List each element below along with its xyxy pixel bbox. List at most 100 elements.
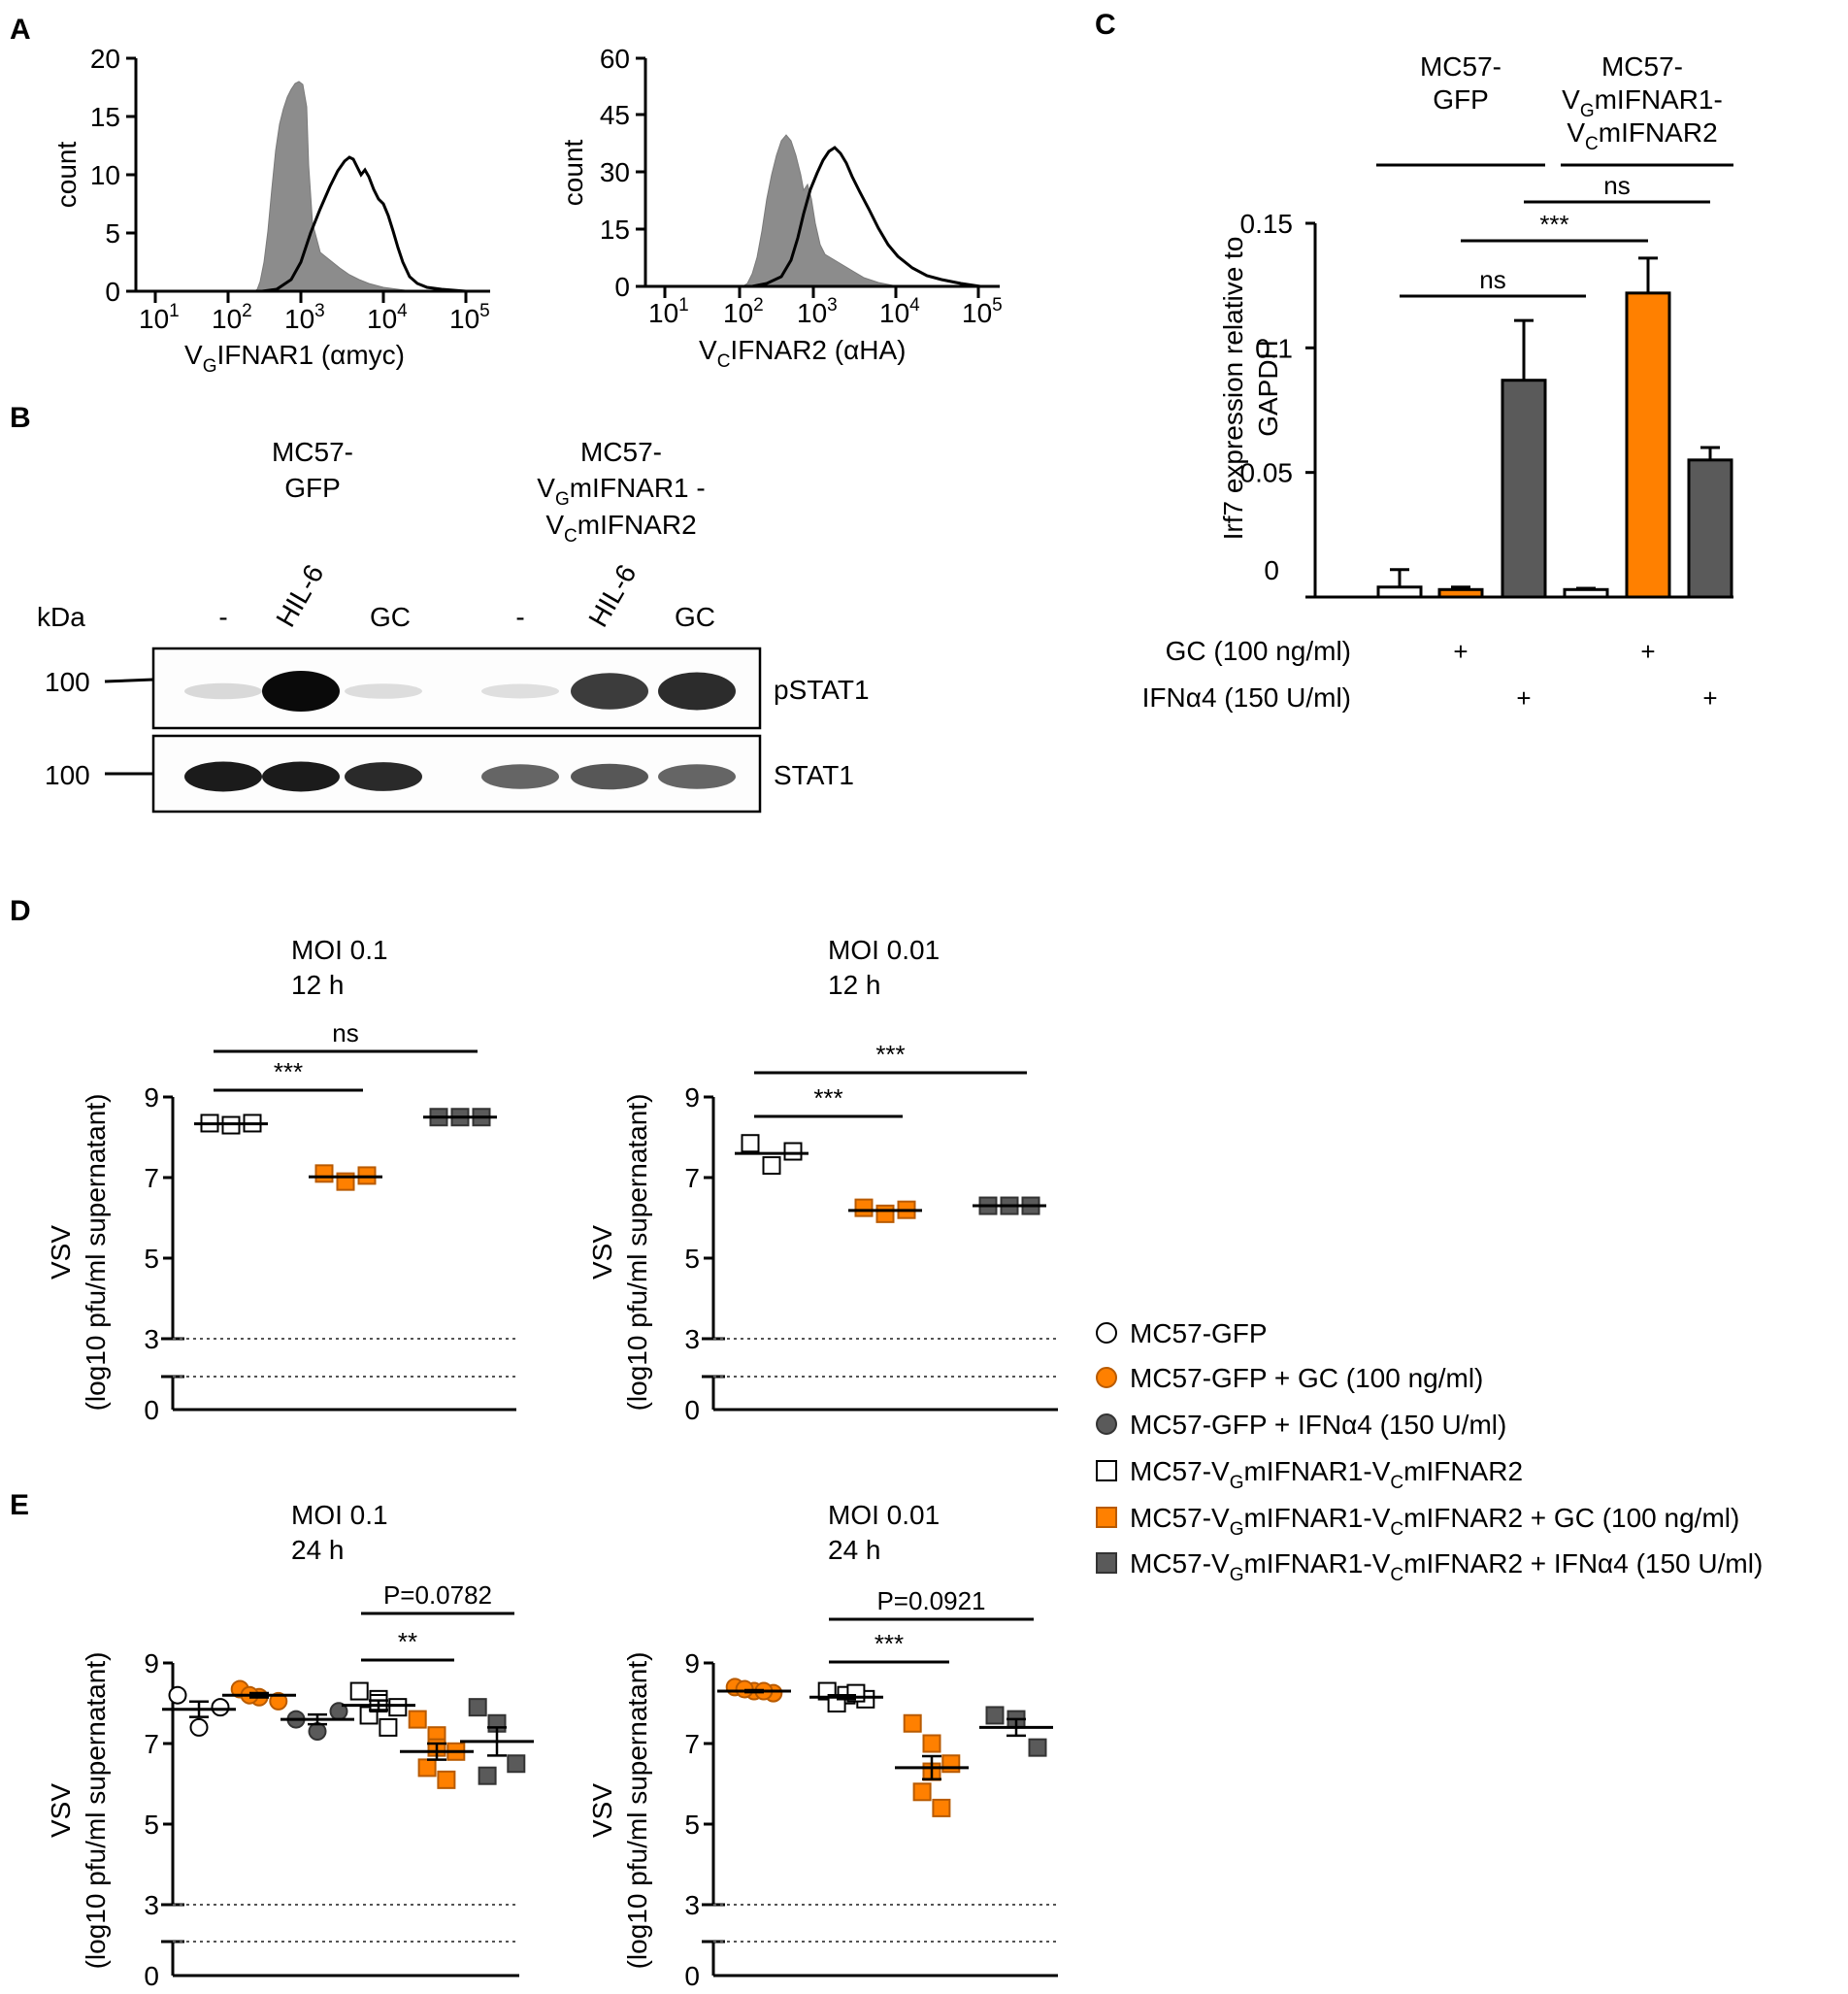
c-sig-label-0: ns — [1479, 265, 1505, 294]
hl-xtick-3: 103 — [284, 301, 325, 334]
hl-ytick-0: 0 — [105, 277, 120, 307]
d-right-title-2: 12 h — [828, 970, 881, 1000]
histogram-left-stained-line — [261, 155, 467, 293]
scatter-d-right-point-0-2 — [783, 1142, 803, 1161]
scatter-e-right-point-2-3 — [912, 1782, 932, 1802]
blot-lane-2: HIL-6 — [270, 559, 329, 632]
c-bar-5 — [1687, 458, 1733, 599]
scatter-e-right-point-2-1 — [922, 1734, 941, 1753]
c-bar-1 — [1437, 587, 1484, 599]
scatter-e-left-sig-label-0: P=0.0782 — [383, 1580, 492, 1610]
legend-marker-4 — [1096, 1507, 1117, 1528]
stat1-band-1 — [184, 761, 262, 792]
blot-group2-line1: MC57- — [580, 437, 662, 467]
histogram-right-yticks: 0 15 30 45 60 — [600, 44, 645, 302]
scatter-d-left: 0 3 5 7 9 ns *** — [144, 1018, 516, 1425]
hl-xlabel: VGIFNAR1 (αmyc) — [184, 340, 405, 377]
hr-ytick-4: 60 — [600, 44, 630, 74]
hr-xtick-1: 101 — [648, 295, 689, 328]
scatter-e-left-ytick-2: 5 — [144, 1810, 159, 1840]
hr-xtick-2: 102 — [723, 295, 764, 328]
hl-ytick-4: 20 — [90, 44, 120, 74]
d-right-ylabel-1: VSV — [587, 1225, 617, 1279]
stat1-band-3 — [345, 762, 422, 791]
hl-xtick-2: 102 — [212, 301, 252, 334]
blot-mw-1-tick — [104, 678, 154, 683]
hr-xtick-5: 105 — [962, 295, 1003, 328]
scatter-d-left-point-1-0 — [314, 1164, 334, 1183]
pstat1-band-3 — [345, 683, 422, 699]
blot-group2-line3: VCmIFNAR2 — [545, 510, 696, 547]
histogram-right-xticks: 101 102 103 104 105 — [648, 286, 1003, 328]
c-sig-label-1: *** — [1539, 210, 1568, 239]
stat1-band-4 — [481, 764, 559, 789]
scatter-e-right-sig-label-0: P=0.0921 — [876, 1586, 985, 1615]
histogram-right-isotype-fill — [741, 134, 899, 287]
c-bar-0 — [1376, 585, 1423, 599]
scatter-e-right: 0 3 5 7 9 P=0.0921 *** — [684, 1586, 1058, 1991]
c-ytick-0: 0 — [1264, 555, 1279, 585]
c-mark-0-1: + — [1453, 637, 1468, 666]
hr-xtick-3: 103 — [797, 295, 838, 328]
blot-lane-5: HIL-6 — [582, 559, 642, 632]
bar-chart-c-plot: 0 0.05 0.1 0.15 ns *** ns — [1240, 171, 1733, 599]
c-group2-line2: VGmIFNAR1- — [1562, 84, 1723, 121]
scatter-e-left-point-0-2 — [211, 1698, 230, 1717]
scatter-e-right-point-2-2 — [941, 1754, 961, 1774]
scatter-d-right-point-0-0 — [741, 1134, 760, 1153]
e-left-ylabel-1: VSV — [46, 1783, 76, 1838]
c-mark-0-4: + — [1640, 637, 1655, 666]
pstat1-band-4 — [481, 683, 559, 699]
e-left-ylabel-2: (log10 pfu/ml supernatant) — [81, 1652, 111, 1970]
scatter-d-left-ytick-4: 9 — [144, 1082, 159, 1113]
c-sig-label-2: ns — [1603, 171, 1630, 200]
hl-xtick-1: 101 — [139, 301, 180, 334]
scatter-e-left-ytick-3: 7 — [144, 1729, 159, 1759]
scatter-e-right-ytick-2: 5 — [684, 1810, 700, 1840]
blot-band-label-stat1: STAT1 — [774, 760, 854, 790]
e-right-ylabel-1: VSV — [587, 1783, 617, 1838]
c-mark-1-2: + — [1516, 683, 1531, 713]
c-group1-line1: MC57- — [1420, 51, 1502, 82]
pstat1-band-1 — [184, 682, 262, 700]
scatter-e-right-point-3-2 — [1028, 1738, 1047, 1757]
scatter-e-left-point-1-2 — [269, 1691, 288, 1711]
e-right-title-2: 24 h — [828, 1535, 881, 1565]
c-ytick-1: 0.05 — [1240, 458, 1294, 488]
legend-label-1: MC57-GFP + GC (100 ng/ml) — [1130, 1363, 1483, 1393]
c-ytick-3: 0.15 — [1240, 209, 1294, 239]
stat1-band-5 — [571, 763, 648, 790]
blot-mw-1: 100 — [45, 667, 90, 697]
hr-xtick-4: 104 — [879, 295, 920, 328]
scatter-d-left-ytick-2: 5 — [144, 1244, 159, 1274]
scatter-e-left-ytick-4: 9 — [144, 1648, 159, 1678]
blot-lane-6: GC — [675, 602, 715, 632]
hl-xtick-5: 105 — [449, 301, 490, 334]
pstat1-band-5 — [571, 673, 648, 710]
legend-label-4: MC57-VGmIFNAR1-VCmIFNAR2 + GC (100 ng/ml… — [1130, 1503, 1739, 1540]
blot-lane-4: - — [515, 602, 524, 632]
legend-label-0: MC57-GFP — [1130, 1318, 1268, 1348]
scatter-d-right-point-1-0 — [854, 1198, 874, 1217]
scatter-d-right: 0 3 5 7 9 *** *** — [684, 1040, 1058, 1425]
legend: MC57-GFP MC57-GFP + GC (100 ng/ml) MC57-GF… — [1096, 1318, 1763, 1585]
scatter-d-right-ytick-1: 3 — [684, 1324, 700, 1354]
scatter-d-right-point-0-1 — [762, 1156, 781, 1176]
c-bar-2 — [1501, 379, 1547, 599]
e-right-title-1: MOI 0.01 — [828, 1500, 940, 1530]
scatter-e-right-point-2-4 — [932, 1798, 951, 1817]
hr-xlabel: VCIFNAR2 (αHA) — [699, 335, 907, 372]
c-ytick-2: 0.1 — [1255, 333, 1293, 363]
hl-ytick-1: 5 — [105, 218, 120, 249]
histogram-left-isotype-fill — [252, 81, 413, 292]
scatter-e-right-point-2-0 — [903, 1713, 922, 1733]
bar-chart-c: MC57- GFP MC57- VGmIFNAR1- VCmIFNAR2 0 0.… — [1142, 51, 1733, 713]
scatter-d-right-sig-label-0: *** — [875, 1040, 905, 1069]
scatter-d-right-ytick-0: 0 — [684, 1395, 700, 1425]
hl-xtick-4: 104 — [367, 301, 408, 334]
scatter-d-left-ytick-3: 7 — [144, 1163, 159, 1193]
e-right-ylabel-2: (log10 pfu/ml supernatant) — [622, 1652, 652, 1970]
scatter-d-right-ytick-3: 7 — [684, 1163, 700, 1193]
stat1-band-2 — [262, 761, 340, 792]
